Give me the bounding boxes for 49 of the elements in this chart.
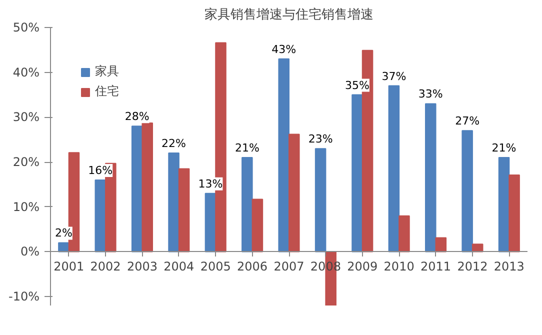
x-tick-label: 2009 (347, 260, 378, 274)
y-tick-label: 50% (12, 20, 40, 34)
data-label: 2% (54, 226, 72, 240)
data-label: 43% (272, 42, 296, 56)
data-label: 22% (162, 137, 186, 150)
data-label: 33% (418, 88, 443, 101)
data-label: 23% (308, 132, 333, 146)
data-label: 27% (455, 114, 480, 128)
bar (314, 148, 326, 252)
y-tick-label: -10% (8, 290, 40, 304)
x-tick-label: 2003 (126, 260, 158, 274)
bar (168, 152, 180, 252)
y-tick-label: 0% (20, 244, 40, 259)
y-tick-label: 40% (12, 65, 40, 80)
x-tick-label: 2001 (54, 260, 84, 274)
data-label: 13% (198, 177, 223, 190)
bar (278, 58, 290, 252)
bar (252, 198, 264, 252)
data-label: 16% (88, 164, 113, 177)
bar (398, 215, 410, 252)
y-tick-label: 30% (12, 110, 40, 124)
x-tick-label: 2005 (200, 260, 231, 274)
data-label: 28% (124, 110, 150, 124)
y-tick-label: 20% (12, 155, 40, 170)
bar (242, 157, 253, 252)
x-tick-label: 2013 (494, 260, 524, 274)
data-label: 37% (382, 70, 406, 83)
x-tick-label: 2006 (237, 260, 268, 274)
bar (352, 94, 363, 252)
bar (142, 122, 154, 252)
legend-label: 家具 (95, 63, 119, 80)
chart-title: 家具销售增速与住宅销售增速 (204, 6, 374, 22)
legend-label: 住宅 (95, 83, 119, 100)
bar (508, 174, 520, 252)
bar (462, 130, 473, 252)
bar (178, 168, 190, 252)
x-tick-label: 2012 (457, 260, 488, 274)
y-tick-label: 10% (12, 200, 40, 214)
x-tick-label: 2011 (420, 260, 452, 274)
bar (388, 85, 400, 252)
data-label: 21% (234, 142, 260, 155)
data-label: 21% (492, 142, 516, 155)
bar (288, 134, 300, 252)
x-tick-label: 2002 (90, 260, 121, 274)
x-tick-label: 2010 (384, 260, 414, 274)
data-label: 35% (345, 78, 370, 92)
bar (424, 103, 436, 252)
x-tick-label: 2007 (274, 260, 304, 274)
x-tick-label: 2004 (164, 260, 194, 274)
